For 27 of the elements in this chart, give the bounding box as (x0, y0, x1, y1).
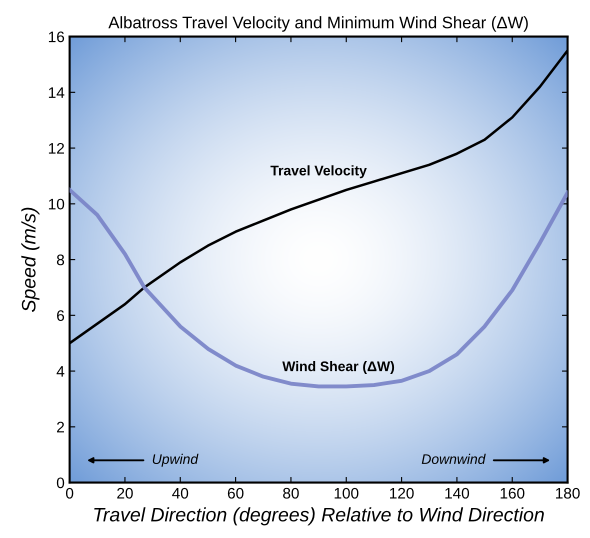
y-tick-label: 16 (48, 31, 64, 42)
x-tick-label: 60 (228, 488, 244, 499)
series-label: Travel Velocity (270, 165, 367, 178)
x-tick-label: 180 (556, 488, 580, 499)
y-tick-label: 12 (48, 142, 64, 154)
annotation: Upwind (152, 454, 198, 467)
x-tick-label: 140 (445, 488, 470, 499)
chart-title: Albatross Travel Velocity and Minimum Wind Shear (ΔW) (108, 16, 528, 32)
x-tick-label: 100 (334, 488, 358, 499)
y-tick-label: 4 (56, 366, 64, 377)
x-tick-label: 40 (172, 488, 188, 499)
y-tick-label: 8 (56, 254, 64, 266)
x-tick-label: 20 (117, 488, 133, 499)
y-tick-label: 6 (57, 310, 64, 322)
x-tick-label: 160 (500, 488, 524, 499)
annotation: Downwind (422, 454, 486, 464)
y-tick-label: 10 (48, 198, 64, 210)
y-tick-label: 2 (57, 422, 64, 432)
x-axis-title: Travel Direction (degrees) Relative to Wind Direction (94, 507, 544, 526)
x-tick-label: 0 (66, 488, 74, 499)
line-series (70, 188, 568, 388)
x-tick-label: 80 (283, 488, 299, 499)
y-tick-label: 0 (56, 477, 64, 488)
series-label: Wind Shear (ΔW) (282, 361, 394, 374)
y-axis-title: Speed (m/s) (21, 208, 40, 312)
x-tick-label: 120 (390, 488, 414, 499)
y-tick-label: 14 (48, 87, 64, 98)
